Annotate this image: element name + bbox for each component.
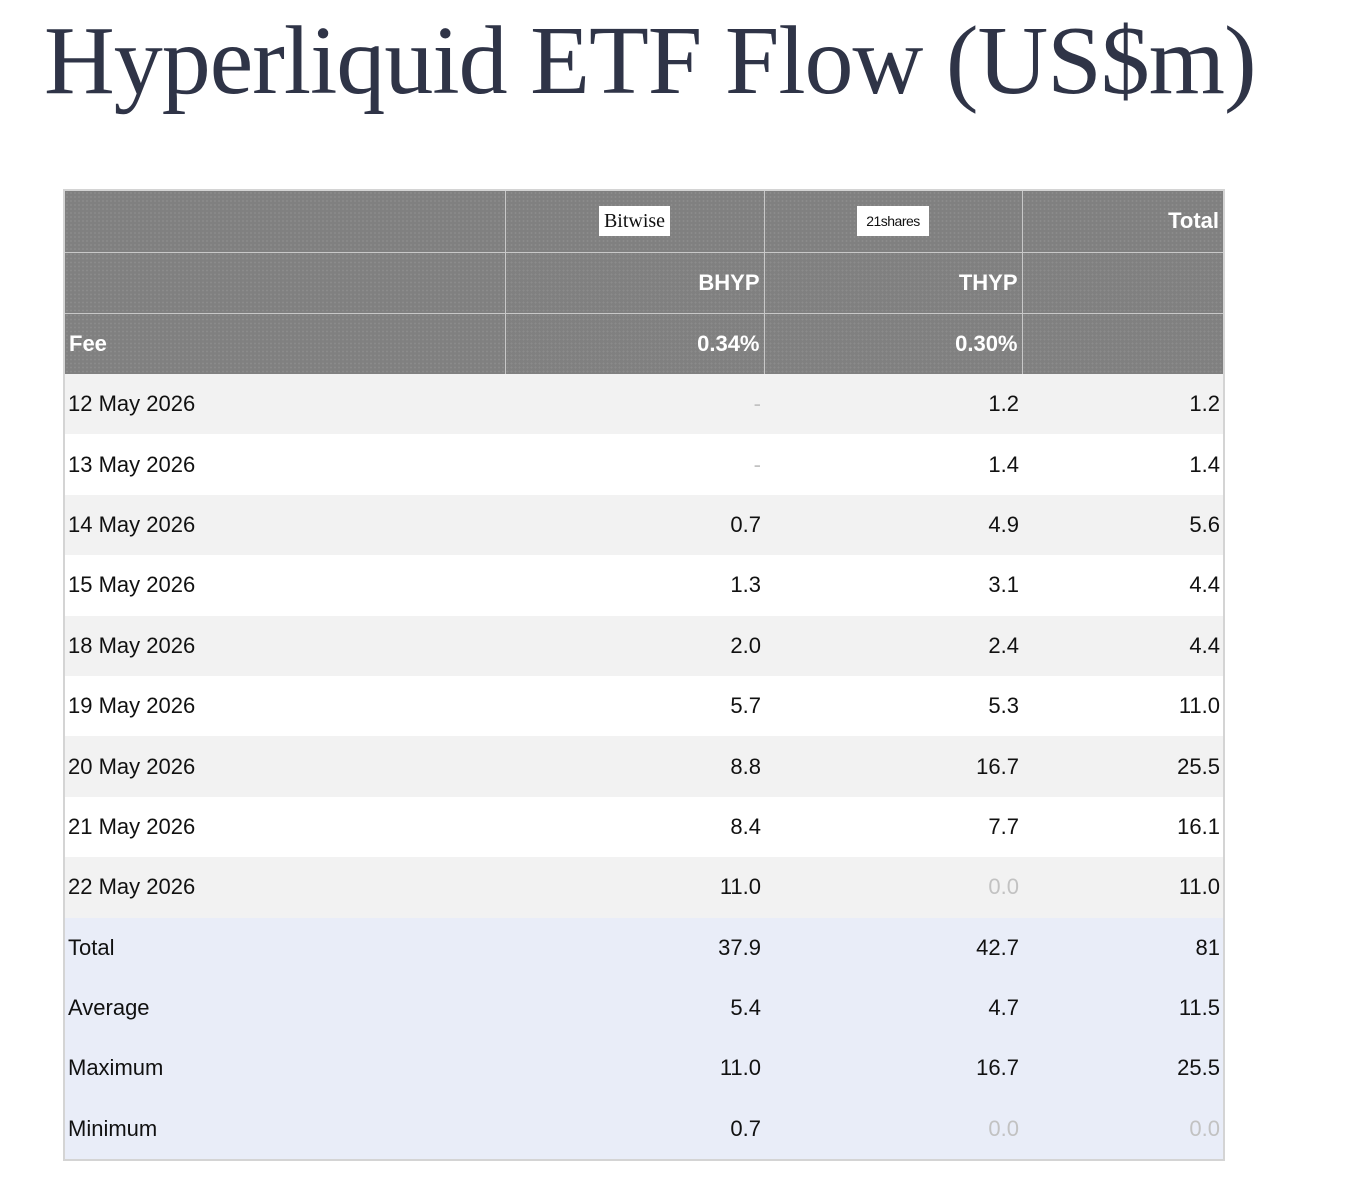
total-flow-cell: 16.1 <box>1022 796 1223 858</box>
bhyp-flow-cell: 2.0 <box>505 615 764 676</box>
summary-row: Total 37.9 42.7 81 <box>65 917 1223 978</box>
total-flow-cell: 1.2 <box>1022 374 1223 435</box>
table-row: 14 May 2026 0.7 4.9 5.6 <box>65 494 1223 556</box>
thyp-flow-cell: 1.4 <box>764 434 1022 495</box>
summary-label-cell: Total <box>65 917 505 978</box>
table-row: 12 May 2026-1.2 1.2 <box>65 374 1223 435</box>
summary-thyp-cell: 4.7 <box>764 977 1022 1039</box>
thyp-flow-cell: 1.2 <box>764 374 1022 435</box>
header-blank-cell <box>1022 313 1223 374</box>
bhyp-flow-cell: 1.3 <box>505 555 764 616</box>
table-row: 20 May 2026 8.8 16.7 25.5 <box>65 736 1223 797</box>
summary-bhyp-cell: 11.0 <box>505 1038 764 1099</box>
date-cell: 21 May 2026 <box>65 796 505 858</box>
thyp-flow-cell: 4.9 <box>764 494 1022 556</box>
header-ticker-row: BHYP THYP <box>65 252 1223 314</box>
bitwise-logo: Bitwise <box>599 206 670 237</box>
date-cell: 19 May 2026 <box>65 675 505 737</box>
summary-row: Average 5.4 4.7 11.5 <box>65 977 1223 1039</box>
table-row: 21 May 2026 8.4 7.7 16.1 <box>65 796 1223 858</box>
summary-thyp-cell: 16.7 <box>764 1038 1022 1099</box>
date-cell: 20 May 2026 <box>65 736 505 797</box>
table-row: 13 May 2026-1.4 1.4 <box>65 434 1223 495</box>
table-row: 15 May 2026 1.3 3.1 4.4 <box>65 555 1223 616</box>
bhyp-flow-cell: 8.8 <box>505 736 764 797</box>
summary-thyp-cell: 42.7 <box>764 917 1022 978</box>
total-flow-cell: 11.0 <box>1022 675 1223 737</box>
date-cell: 15 May 2026 <box>65 555 505 616</box>
total-flow-cell: 4.4 <box>1022 615 1223 676</box>
thyp-flow-cell: 5.3 <box>764 675 1022 737</box>
header-logo-row: Bitwise 21shares Total <box>65 191 1223 253</box>
total-flow-cell: 4.4 <box>1022 555 1223 616</box>
date-cell: 18 May 2026 <box>65 615 505 676</box>
thyp-flow-cell: 16.7 <box>764 736 1022 797</box>
summary-bhyp-cell: 37.9 <box>505 917 764 978</box>
page-title: Hyperliquid ETF Flow (US$m) <box>44 7 1257 115</box>
bhyp-flow-cell: 11.0 <box>505 857 764 918</box>
summary-total-cell: 11.5 <box>1022 977 1223 1039</box>
date-cell: 13 May 2026 <box>65 434 505 495</box>
header-blank-cell <box>65 191 506 253</box>
bhyp-flow-cell: 0.7 <box>505 494 764 556</box>
bhyp-flow-cell: 8.4 <box>505 796 764 858</box>
21shares-logo: 21shares <box>857 206 929 237</box>
total-flow-cell: 25.5 <box>1022 736 1223 797</box>
table-row: 19 May 2026 5.7 5.3 11.0 <box>65 675 1223 737</box>
thyp-flow-cell: 0.0 <box>764 857 1022 918</box>
date-cell: 14 May 2026 <box>65 494 505 556</box>
summary-total-cell: 81 <box>1022 917 1223 978</box>
summary-bhyp-cell: 5.4 <box>505 977 764 1039</box>
bhyp-flow-cell: 5.7 <box>505 675 764 737</box>
summary-row: Maximum 11.0 16.7 25.5 <box>65 1038 1223 1099</box>
21shares-logo-cell: 21shares <box>764 191 1023 253</box>
summary-total-cell: 25.5 <box>1022 1038 1223 1099</box>
header-blank-cell <box>65 252 506 314</box>
thyp-flow-cell: 3.1 <box>764 555 1022 616</box>
header-total-label: Total <box>1022 191 1223 253</box>
bitwise-logo-cell: Bitwise <box>505 191 765 253</box>
summary-thyp-cell: 0.0 <box>764 1098 1022 1160</box>
date-cell: 12 May 2026 <box>65 374 505 435</box>
etf-flow-table: Bitwise 21shares Total BHYP THYP Fee 0.3… <box>63 189 1225 1162</box>
summary-label-cell: Minimum <box>65 1098 505 1160</box>
table-row: 18 May 2026 2.0 2.4 4.4 <box>65 615 1223 676</box>
date-cell: 22 May 2026 <box>65 857 505 918</box>
ticker-thyp: THYP <box>764 252 1023 314</box>
bhyp-flow-cell: - <box>505 434 764 495</box>
summary-row: Minimum 0.7 0.0 0.0 <box>65 1098 1223 1160</box>
total-flow-cell: 1.4 <box>1022 434 1223 495</box>
bhyp-flow-cell: - <box>505 374 764 435</box>
ticker-bhyp: BHYP <box>505 252 765 314</box>
thyp-flow-cell: 2.4 <box>764 615 1022 676</box>
thyp-flow-cell: 7.7 <box>764 796 1022 858</box>
summary-bhyp-cell: 0.7 <box>505 1098 764 1160</box>
total-flow-cell: 11.0 <box>1022 857 1223 918</box>
summary-label-cell: Maximum <box>65 1038 505 1099</box>
summary-label-cell: Average <box>65 977 505 1039</box>
header-blank-cell <box>1022 252 1223 314</box>
header-fee-row: Fee 0.34% 0.30% <box>65 313 1223 374</box>
summary-total-cell: 0.0 <box>1022 1098 1223 1160</box>
table-body: 12 May 2026-1.2 1.2 13 May 2026-1.4 1.4 14 M… <box>65 374 1223 1160</box>
table-row: 22 May 2026 11.0 0.0 11.0 <box>65 857 1223 918</box>
fee-bhyp: 0.34% <box>505 313 765 374</box>
fee-thyp: 0.30% <box>764 313 1023 374</box>
fee-label: Fee <box>65 313 506 374</box>
total-flow-cell: 5.6 <box>1022 494 1223 556</box>
